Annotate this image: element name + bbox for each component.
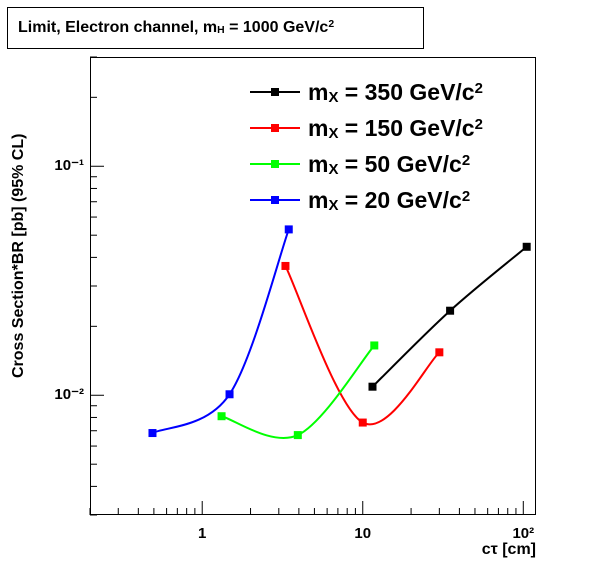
- series-marker: [358, 418, 367, 427]
- x-tick-label: 10²: [512, 525, 534, 542]
- legend-marker: [271, 124, 279, 132]
- series-marker: [446, 306, 455, 315]
- series-marker: [284, 225, 293, 234]
- legend-label: mX = 20 GeV/c2: [308, 187, 470, 214]
- x-tick-label: 10: [354, 525, 371, 542]
- series-marker: [148, 429, 157, 438]
- y-tick-label: 10⁻²: [54, 386, 84, 403]
- legend-label: mX = 350 GeV/c2: [308, 79, 483, 106]
- y-axis-label: Cross Section*BR [pb] (95% CL): [10, 134, 27, 378]
- series-marker: [368, 382, 377, 391]
- title-box: [7, 7, 424, 49]
- x-tick-label: 1: [198, 525, 206, 542]
- legend-label: mX = 50 GeV/c2: [308, 151, 470, 178]
- series-marker: [281, 261, 290, 270]
- series-marker: [522, 242, 531, 251]
- legend-marker: [271, 196, 279, 204]
- series-line: [152, 229, 290, 434]
- chart-title: Limit, Electron channel, mH = 1000 GeV/c…: [18, 19, 334, 36]
- y-tick-label: 10⁻¹: [54, 157, 84, 174]
- legend-marker: [271, 88, 279, 96]
- series-marker: [225, 390, 234, 399]
- series-marker: [370, 341, 379, 350]
- series-marker: [435, 348, 444, 357]
- x-axis-label: cτ [cm]: [482, 541, 536, 558]
- legend-label: mX = 150 GeV/c2: [308, 115, 483, 142]
- legend-marker: [271, 160, 279, 168]
- series-marker: [217, 412, 226, 421]
- series-marker: [293, 431, 302, 440]
- plot-area: [148, 225, 531, 440]
